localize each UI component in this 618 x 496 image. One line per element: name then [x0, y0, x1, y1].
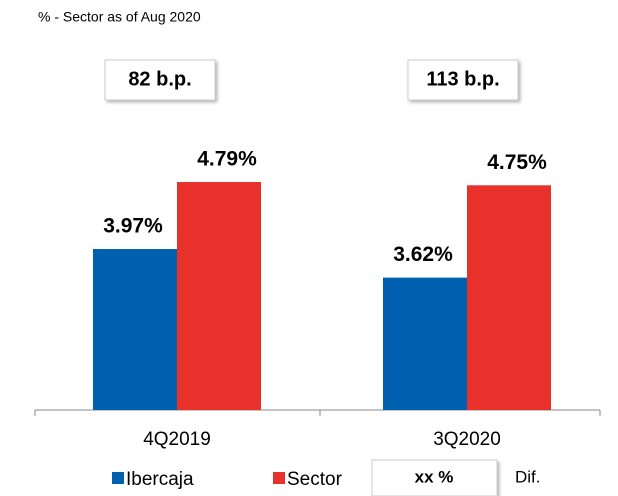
x-tick-label: 4Q2019: [143, 429, 211, 450]
value-label: 3.62%: [393, 243, 453, 266]
annotation: 82 b.p.: [128, 68, 191, 90]
bar: [177, 182, 261, 410]
subtitle: % - Sector as of Aug 2020: [38, 9, 201, 25]
bar: [383, 277, 467, 410]
legend-label: Ibercaja: [126, 469, 194, 490]
x-tick-label: 3Q2020: [433, 429, 501, 450]
legend-swatch: [273, 472, 285, 484]
bar: [93, 249, 177, 410]
legend-label: Sector: [287, 469, 343, 490]
value-label: 4.75%: [487, 151, 547, 174]
legend-note: Dif.: [515, 467, 541, 486]
value-label: 4.79%: [197, 148, 257, 171]
annotation-box: [104, 59, 216, 101]
bar: [467, 185, 551, 410]
value-label: 3.97%: [103, 215, 163, 238]
legend-box-label: xx %: [415, 467, 454, 486]
annotation: 113 b.p.: [426, 68, 499, 90]
legend-box: [371, 459, 498, 496]
annotation-box: [407, 59, 519, 101]
legend-swatch: [112, 472, 124, 484]
